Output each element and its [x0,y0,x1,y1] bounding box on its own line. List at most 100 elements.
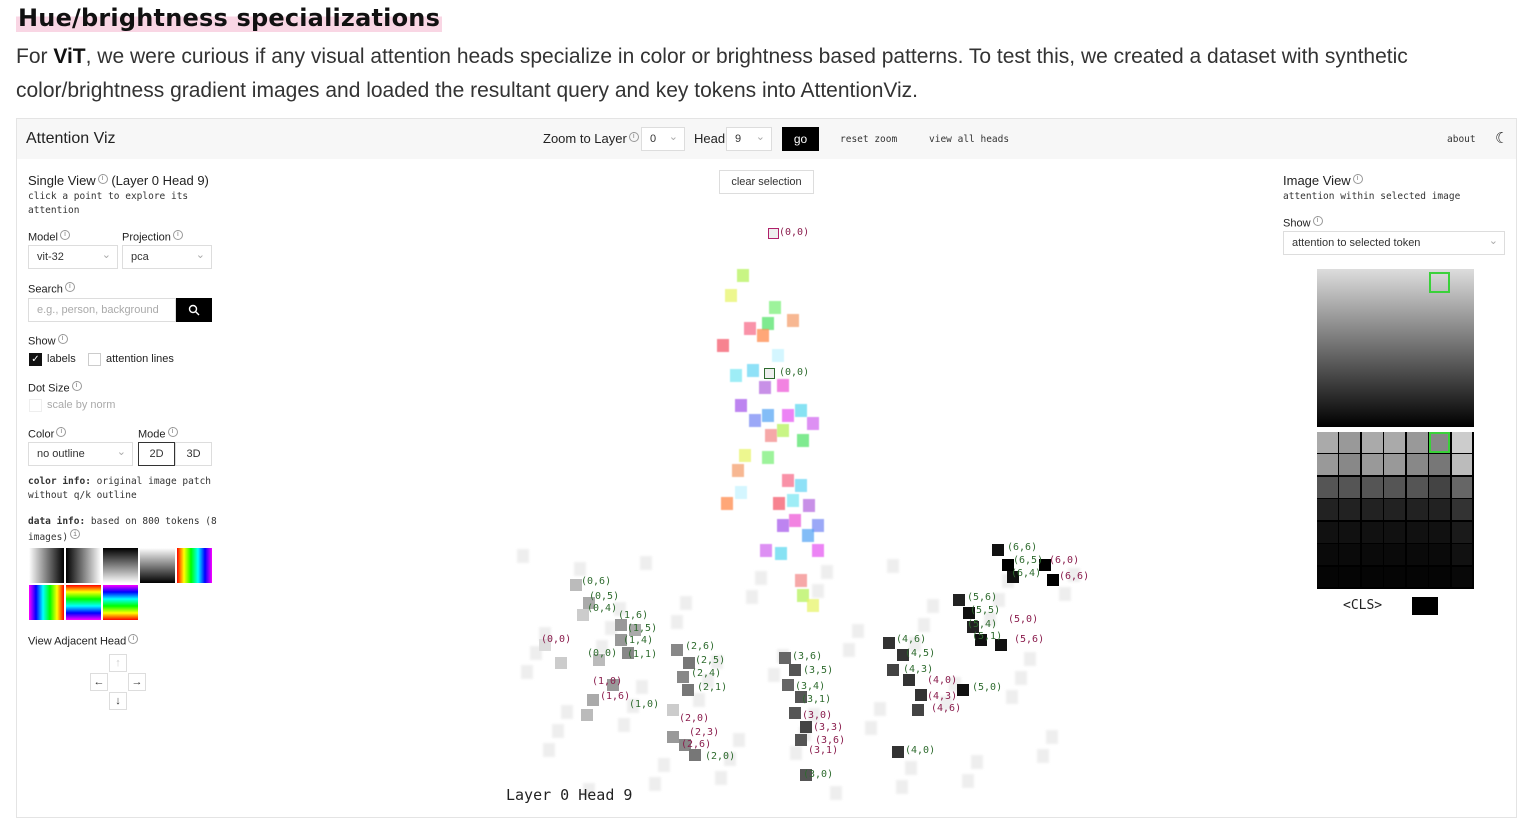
arrow-right-icon[interactable]: → [128,673,146,691]
patch-point[interactable] [779,652,791,664]
gradient-thumb-5[interactable] [177,548,212,583]
patch-point[interactable] [749,414,761,427]
patch-point[interactable] [762,451,774,464]
patch-point[interactable] [892,746,904,758]
view-all-heads-button[interactable]: view all heads [929,134,1010,145]
patch-point[interactable] [1047,574,1059,586]
layer-select[interactable]: 0 ⌄ [641,127,685,151]
selected-token-marker[interactable] [764,368,775,379]
patch-point[interactable] [812,519,824,532]
selected-token-marker[interactable] [768,228,779,239]
patch-point[interactable] [887,664,899,676]
patch-point[interactable] [607,679,619,691]
patch-point[interactable] [795,479,807,492]
scale-by-norm-checkbox[interactable] [29,399,42,412]
patch-point[interactable] [789,707,801,719]
patch-point[interactable] [570,579,582,591]
patch-point[interactable] [1039,559,1051,571]
labels-checkbox[interactable]: ✓ [29,353,42,366]
patch-point[interactable] [992,544,1004,556]
head-select[interactable]: 9 ⌄ [726,127,772,151]
patch-point[interactable] [762,317,774,330]
patch-point[interactable] [797,589,809,602]
patch-point[interactable] [555,657,567,669]
patch-point[interactable] [795,734,807,746]
patch-point[interactable] [615,634,627,646]
patch-point[interactable] [725,289,737,302]
patch-point[interactable] [667,704,679,716]
arrow-left-icon[interactable]: ← [90,673,108,691]
attention-lines-checkbox[interactable] [88,353,101,366]
patch-point[interactable] [800,769,812,781]
dark-mode-icon[interactable]: ☾ [1495,130,1509,147]
patch-point[interactable] [747,364,759,377]
gradient-thumb-4[interactable] [140,548,175,583]
patch-point[interactable] [915,689,927,701]
mode-3d-button[interactable]: 3D [175,442,212,466]
patch-point[interactable] [677,671,689,683]
projection-select[interactable]: pca ⌄ [122,245,212,269]
patch-point[interactable] [667,731,679,743]
patch-point[interactable] [795,691,807,703]
patch-point[interactable] [967,621,979,633]
patch-point[interactable] [975,634,987,646]
patch-point[interactable] [782,474,794,487]
about-link[interactable]: about [1447,134,1476,145]
patch-point[interactable] [812,544,824,557]
gradient-thumb-8[interactable] [103,585,138,620]
patch-point[interactable] [807,599,819,612]
patch-point[interactable] [1007,571,1019,583]
patch-point[interactable] [787,494,799,507]
go-button[interactable]: go [782,127,819,151]
patch-point[interactable] [760,544,772,557]
gradient-thumb-3[interactable] [103,548,138,583]
patch-point[interactable] [732,464,744,477]
patch-point[interactable] [883,637,895,649]
patch-point[interactable] [737,269,749,282]
image-show-select[interactable]: attention to selected token ⌄ [1283,231,1505,255]
patch-point[interactable] [735,486,747,499]
color-select[interactable]: no outline ⌄ [28,442,133,466]
patch-point[interactable] [777,519,789,532]
patch-point[interactable] [679,739,691,751]
patch-point[interactable] [593,654,605,666]
patch-point[interactable] [539,639,551,651]
patch-point[interactable] [671,644,683,656]
patch-point[interactable] [772,349,784,362]
search-input[interactable]: e.g., person, background [28,298,176,322]
patch-point[interactable] [963,607,975,619]
mode-2d-button[interactable]: 2D [138,442,175,466]
patch-point[interactable] [777,424,789,437]
patch-point[interactable] [757,329,769,342]
patch-point[interactable] [759,381,771,394]
patch-point[interactable] [807,417,819,430]
patch-point[interactable] [682,684,694,696]
patch-point[interactable] [789,664,801,676]
patch-point[interactable] [769,301,781,314]
model-select[interactable]: vit-32 ⌄ [28,245,118,269]
patch-point[interactable] [800,721,812,733]
patch-point[interactable] [777,379,789,392]
patch-point[interactable] [615,619,627,631]
patch-point[interactable] [803,499,815,512]
patch-point[interactable] [775,547,787,560]
patch-point[interactable] [744,322,756,335]
patch-point[interactable] [583,597,595,609]
gradient-thumb-2[interactable] [66,548,101,583]
patch-point[interactable] [802,529,814,542]
patch-point[interactable] [903,674,915,686]
arrow-up-icon[interactable]: ↑ [109,654,127,672]
patch-point[interactable] [577,609,589,621]
gradient-thumb-1[interactable] [29,548,64,583]
patch-point[interactable] [689,749,701,761]
patch-point[interactable] [629,624,641,636]
patch-point[interactable] [795,574,807,587]
patch-point[interactable] [717,339,729,352]
patch-point[interactable] [1002,559,1014,571]
patch-point[interactable] [957,684,969,696]
gradient-thumb-6[interactable] [29,585,64,620]
patch-point[interactable] [782,679,794,691]
gradient-thumb-7[interactable] [66,585,101,620]
patch-point[interactable] [721,497,733,510]
patch-point[interactable] [782,409,794,422]
